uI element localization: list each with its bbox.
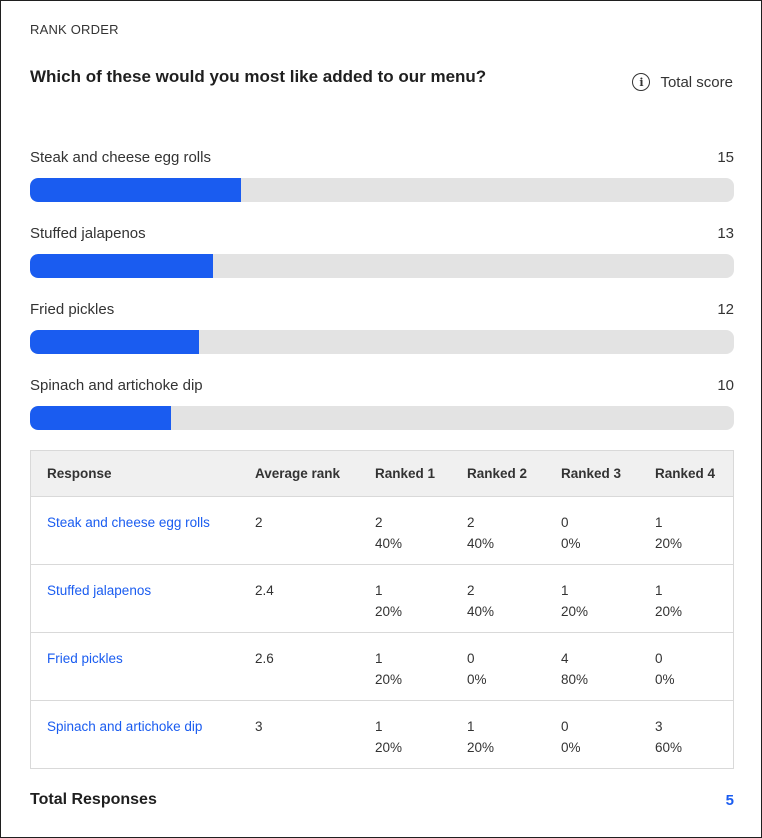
total-score-toggle[interactable]: i Total score (632, 73, 733, 91)
bar-item: Spinach and artichoke dip 10 (30, 377, 734, 453)
bar-fill (30, 254, 214, 278)
bar-fill (30, 178, 242, 202)
response-link[interactable]: Fried pickles (47, 651, 123, 666)
question-type-label: RANK ORDER (30, 22, 119, 37)
bar-score: 15 (717, 149, 734, 166)
ranked-1-cell: 1 20% (359, 564, 451, 633)
header-average-rank: Average rank (239, 450, 359, 497)
header-ranked-1: Ranked 1 (359, 450, 451, 497)
bar-label: Steak and cheese egg rolls (30, 149, 211, 166)
ranked-3-cell: 0 0% (545, 700, 639, 769)
header-ranked-2: Ranked 2 (451, 450, 545, 497)
response-link[interactable]: Steak and cheese egg rolls (47, 515, 210, 530)
total-score-label: Total score (660, 73, 733, 91)
ranked-2-cell: 1 20% (451, 700, 545, 769)
ranked-4-cell: 0 0% (639, 632, 734, 701)
total-responses-row: Total Responses 5 (30, 791, 734, 809)
total-responses-value: 5 (725, 791, 734, 809)
bar-label: Stuffed jalapenos (30, 225, 146, 242)
question-title: Which of these would you most like added… (30, 67, 487, 86)
ranked-3-cell: 1 20% (545, 564, 639, 633)
average-rank-cell: 2.4 (239, 564, 359, 633)
table-header-row: Response Average rank Ranked 1 Ranked 2 … (30, 450, 734, 497)
bar-score: 12 (717, 301, 734, 318)
bar-track (30, 178, 734, 202)
average-rank-cell: 3 (239, 700, 359, 769)
table-row: Stuffed jalapenos 2.4 1 20% 2 40% 1 20% 1 20… (30, 564, 734, 633)
bar-fill (30, 406, 171, 430)
bar-score: 10 (717, 377, 734, 394)
bar-label: Spinach and artichoke dip (30, 377, 203, 394)
ranked-2-cell: 2 40% (451, 564, 545, 633)
bar-item: Stuffed jalapenos 13 (30, 225, 734, 301)
response-link[interactable]: Spinach and artichoke dip (47, 719, 203, 734)
header-ranked-4: Ranked 4 (639, 450, 734, 497)
bar-item: Steak and cheese egg rolls 15 (30, 149, 734, 225)
bar-fill (30, 330, 199, 354)
ranked-1-cell: 1 20% (359, 700, 451, 769)
info-icon[interactable]: i (632, 73, 651, 91)
ranked-2-cell: 2 40% (451, 496, 545, 565)
bar-item: Fried pickles 12 (30, 301, 734, 377)
ranked-2-cell: 0 0% (451, 632, 545, 701)
bar-track (30, 254, 734, 278)
average-rank-cell: 2 (239, 496, 359, 565)
ranked-4-cell: 1 20% (639, 496, 734, 565)
total-responses-label: Total Responses (30, 791, 157, 808)
score-bar-chart: Steak and cheese egg rolls 15 Stuffed jala… (30, 149, 734, 453)
header-response: Response (30, 450, 239, 497)
ranked-3-cell: 0 0% (545, 496, 639, 565)
average-rank-cell: 2.6 (239, 632, 359, 701)
ranked-4-cell: 1 20% (639, 564, 734, 633)
ranked-1-cell: 2 40% (359, 496, 451, 565)
response-link[interactable]: Stuffed jalapenos (47, 583, 152, 598)
bar-label: Fried pickles (30, 301, 115, 318)
ranked-4-cell: 3 60% (639, 700, 734, 769)
table-row: Steak and cheese egg rolls 2 2 40% 2 40% 0… (30, 496, 734, 565)
bar-track (30, 330, 734, 354)
ranked-1-cell: 1 20% (359, 632, 451, 701)
ranked-3-cell: 4 80% (545, 632, 639, 701)
header-ranked-3: Ranked 3 (545, 450, 639, 497)
results-table: Response Average rank Ranked 1 Ranked 2 … (30, 450, 734, 769)
table-row: Fried pickles 2.6 1 20% 0 0% 4 80% 0 0% (30, 632, 734, 701)
bar-score: 13 (717, 225, 734, 242)
bar-track (30, 406, 734, 430)
